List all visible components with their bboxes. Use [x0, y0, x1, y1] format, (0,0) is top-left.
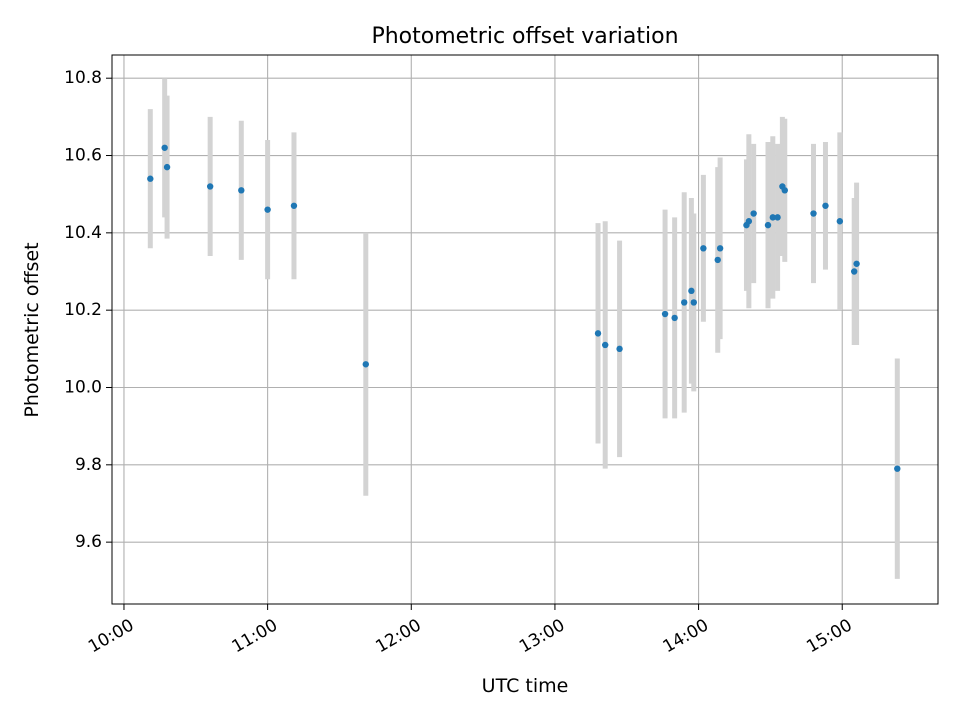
y-tick-label: 10.2 [64, 300, 102, 320]
y-tick-label: 9.6 [75, 532, 102, 552]
y-axis-label: Photometric offset [21, 242, 43, 417]
data-point [781, 187, 788, 194]
data-point [714, 256, 721, 264]
data-point [206, 183, 214, 190]
data-point [851, 268, 858, 275]
chart-title: Photometric offset variation [371, 24, 678, 49]
data-point [681, 299, 688, 306]
data-point [290, 202, 298, 209]
data-point [769, 214, 776, 221]
data-point [163, 163, 171, 171]
data-point [750, 210, 757, 217]
data-point [671, 314, 678, 322]
plot-area [112, 55, 938, 604]
data-point [602, 341, 609, 349]
data-point [764, 221, 772, 229]
data-point [238, 187, 245, 194]
data-point [810, 210, 817, 217]
y-tick-label: 10.0 [64, 377, 102, 397]
data-point [264, 206, 271, 213]
data-point [853, 260, 860, 267]
y-tick-label: 9.8 [75, 455, 102, 475]
data-point [161, 144, 168, 151]
data-point [836, 218, 844, 225]
data-point [894, 465, 901, 472]
data-point [661, 310, 669, 318]
y-tick-label: 10.4 [64, 223, 102, 243]
y-tick-label: 10.6 [64, 146, 102, 166]
x-axis-label: UTC time [482, 675, 569, 697]
y-tick-label: 10.8 [64, 68, 102, 88]
data-point [362, 361, 369, 368]
data-point [690, 299, 697, 306]
grid [112, 55, 938, 604]
data-point [147, 175, 154, 182]
data-points [147, 144, 901, 472]
data-point [700, 245, 707, 252]
data-point [594, 330, 602, 337]
plot-frame [111, 54, 939, 605]
data-point [745, 218, 753, 225]
data-point [716, 245, 724, 252]
y-axis-ticks: 9.6 9.8 10.0 10.2 10.4 10.6 10.8 [64, 68, 112, 552]
data-point [688, 287, 695, 295]
data-point [822, 202, 829, 209]
data-point [616, 345, 623, 353]
data-point [774, 214, 781, 221]
